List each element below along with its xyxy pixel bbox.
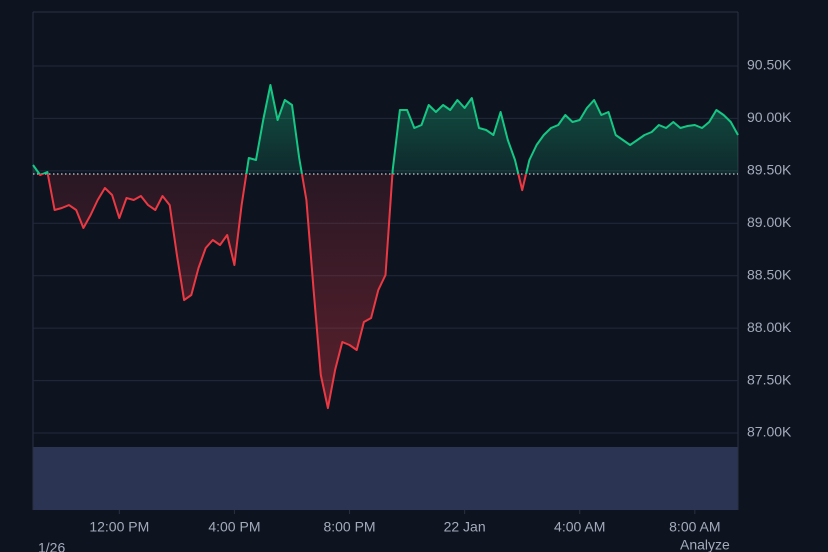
volume-area [33,447,738,510]
footer-right: Analyze [680,537,730,552]
x-tick-label: 4:00 AM [554,519,605,535]
x-tick-label: 8:00 AM [669,519,720,535]
y-tick-label: 89.00K [747,214,792,230]
y-tick-label: 90.50K [747,57,792,73]
price-line [32,84,739,410]
footer-left: 1/26 [38,540,65,552]
y-tick-label: 88.00K [747,319,792,335]
y-tick-label: 88.50K [747,266,792,282]
x-tick-label: 8:00 PM [323,519,375,535]
y-tick-label: 87.00K [747,424,792,440]
x-tick-label: 12:00 PM [89,519,149,535]
y-tick-label: 90.00K [747,109,792,125]
x-tick-label: 4:00 PM [208,519,260,535]
y-tick-label: 87.50K [747,371,792,387]
area [33,85,738,409]
y-tick-label: 89.50K [747,162,792,178]
x-tick-label: 22 Jan [444,519,486,535]
